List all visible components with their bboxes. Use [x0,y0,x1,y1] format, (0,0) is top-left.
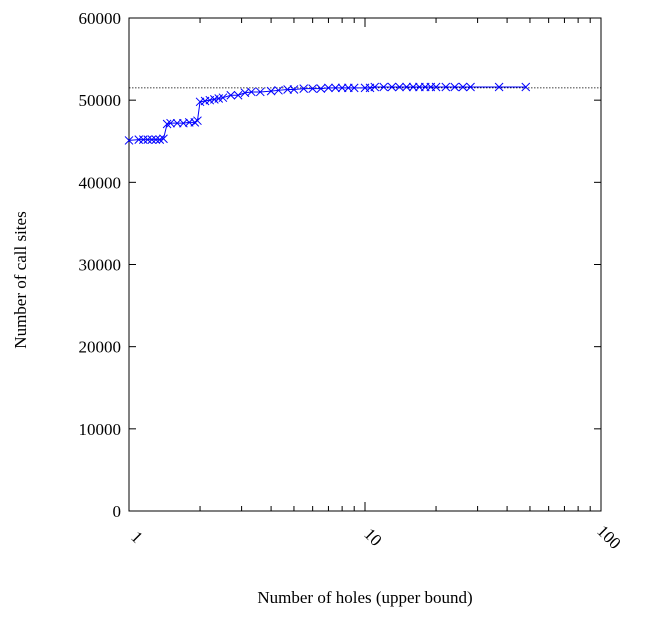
data-point [226,90,236,100]
x-tick-label: 10 [360,524,385,549]
y-tick-label: 30000 [79,256,122,275]
data-point [218,93,228,103]
data-point [316,84,326,94]
data-point [172,118,182,128]
x-tick-label: 1 [127,527,146,546]
data-point [331,83,340,93]
data-point [521,82,531,92]
data-point [124,136,134,145]
data-point [193,116,202,126]
data-point [494,82,504,92]
y-tick-label: 0 [113,502,122,521]
data-point [155,135,165,144]
data-point [324,83,333,93]
data-point [162,119,172,129]
data-point [408,82,418,92]
x-tick-label: 100 [593,521,624,552]
data-point [283,85,292,94]
data-point [143,135,153,144]
data-point [395,82,404,92]
data-point [138,135,148,144]
data-point [441,82,451,92]
data-point [233,90,243,100]
data-point [266,86,276,96]
y-tick-label: 60000 [79,9,122,28]
x-axis-label: Number of holes (upper bound) [257,588,472,607]
data-point [337,83,347,93]
plot-frame [128,17,602,512]
data-point [247,87,256,97]
y-axis-label: Number of call sites [11,211,30,348]
y-tick-label: 10000 [79,420,122,439]
data-point [308,84,317,94]
data-point [274,85,283,95]
y-tick-label: 20000 [79,338,122,357]
data-point [349,83,359,93]
data-point [466,82,475,92]
data-point [159,134,168,144]
data-point [151,135,161,144]
data-point [190,117,200,127]
data-point [379,82,389,92]
data-point [387,82,397,92]
data-point [458,82,468,92]
data-point [134,135,144,144]
data-point [147,135,157,144]
y-tick-label: 40000 [79,173,122,192]
data-point [255,87,265,97]
data-point [289,85,299,94]
data-point [166,118,175,128]
data-point [299,84,309,94]
data-point [431,82,441,92]
data-point [370,82,380,92]
data-point [450,82,460,92]
data-point [402,82,411,92]
series-line [128,86,526,141]
y-tick-label: 50000 [79,91,122,110]
